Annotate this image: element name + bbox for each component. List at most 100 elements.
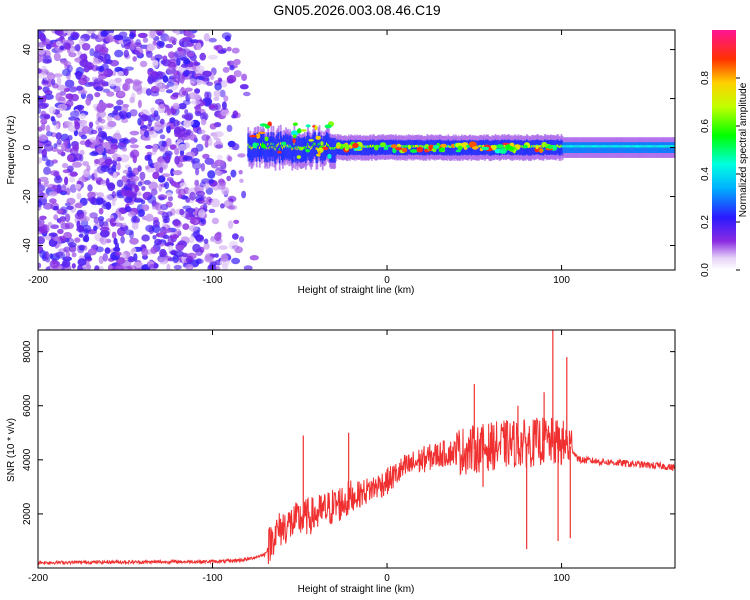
noise-blob: [90, 196, 96, 205]
band-core: [534, 145, 537, 148]
bottom-plot-frame: [37, 329, 676, 569]
noise-blob: [206, 81, 214, 86]
band-body: [250, 138, 253, 163]
band-body: [405, 140, 408, 155]
band-core: [604, 145, 607, 148]
band-body: [597, 142, 599, 153]
noise-blob: [97, 73, 108, 80]
band-body: [640, 142, 642, 153]
band-core: [656, 145, 659, 148]
band-body: [593, 142, 595, 153]
band-body: [618, 142, 620, 153]
noise-blob: [124, 196, 133, 204]
noise-blob: [132, 218, 140, 223]
noise-blob: [220, 203, 225, 209]
band-core: [611, 145, 614, 148]
band-body: [615, 142, 617, 153]
band-core: [629, 145, 632, 148]
band-body: [586, 142, 589, 153]
band-core: [520, 145, 523, 148]
band-body: [542, 140, 545, 156]
noise-blob: [183, 70, 190, 77]
band-body: [268, 137, 271, 163]
noise-blob: [215, 137, 221, 145]
noise-blob: [123, 49, 129, 58]
band-core: [422, 145, 425, 148]
band-body: [566, 142, 569, 153]
band-body: [583, 142, 586, 153]
band-core: [378, 144, 381, 148]
band-body: [653, 142, 656, 153]
band-core: [389, 144, 392, 148]
noise-blob: [209, 123, 217, 130]
band-core: [479, 144, 482, 148]
noise-blob: [214, 82, 222, 91]
noise-blob: [186, 252, 197, 260]
noise-blob: [214, 102, 221, 111]
band-core: [383, 145, 386, 148]
noise-blob: [194, 88, 201, 94]
noise-blob: [241, 190, 247, 199]
band-core: [672, 145, 675, 148]
band-body: [284, 135, 286, 161]
band-body: [602, 142, 605, 153]
noise-blob: [144, 145, 153, 149]
noise-blob: [130, 42, 136, 50]
noise-blob: [139, 171, 146, 181]
band-core: [627, 145, 630, 148]
noise-blob: [180, 63, 189, 68]
band-body: [331, 137, 333, 163]
band-core: [249, 145, 252, 148]
band-core: [569, 145, 572, 148]
band-body: [302, 137, 305, 162]
noise-blob: [174, 147, 180, 156]
noise-blob: [113, 34, 124, 41]
band-body: [581, 142, 584, 153]
noise-blob: [85, 97, 92, 106]
noise-blob: [65, 251, 71, 258]
noise-blob: [175, 228, 181, 234]
noise-blob: [111, 231, 117, 239]
band-core: [372, 144, 374, 148]
spectral-peak: [438, 147, 443, 153]
noise-blob: [191, 99, 201, 105]
band-core: [617, 145, 619, 148]
noise-blob: [105, 103, 114, 108]
noise-blob: [243, 265, 253, 270]
noise-blob: [166, 81, 175, 87]
band-core: [671, 145, 674, 148]
band-core: [276, 144, 279, 147]
band-body: [529, 140, 531, 156]
noise-blob: [208, 54, 218, 60]
noise-blob: [63, 246, 71, 253]
noise-blob: [164, 215, 170, 224]
noise-blob: [162, 75, 169, 83]
noise-blob: [210, 261, 217, 266]
band-body: [637, 142, 639, 153]
band-body: [446, 140, 449, 156]
band-body: [410, 140, 413, 156]
noise-blob: [162, 229, 172, 233]
spectral-peak: [390, 144, 398, 149]
noise-blob: [189, 191, 196, 201]
band-core: [266, 147, 269, 150]
band-core: [410, 145, 413, 148]
noise-blob: [122, 39, 132, 45]
noise-blob: [228, 240, 239, 250]
noise-blob: [114, 242, 120, 250]
noise-blob: [150, 107, 156, 114]
band-body: [519, 140, 522, 155]
noise-blob: [185, 263, 194, 270]
noise-blob: [111, 199, 116, 206]
band-body: [540, 140, 543, 155]
band-core: [579, 145, 582, 148]
band-core: [400, 144, 403, 148]
noise-blob: [145, 88, 152, 96]
band-body: [622, 142, 625, 153]
noise-blob: [170, 250, 177, 256]
spectral-peak: [255, 133, 261, 139]
band-body: [620, 142, 622, 153]
band-core: [311, 146, 314, 149]
band-body: [645, 142, 648, 153]
noise-blob: [64, 176, 69, 186]
